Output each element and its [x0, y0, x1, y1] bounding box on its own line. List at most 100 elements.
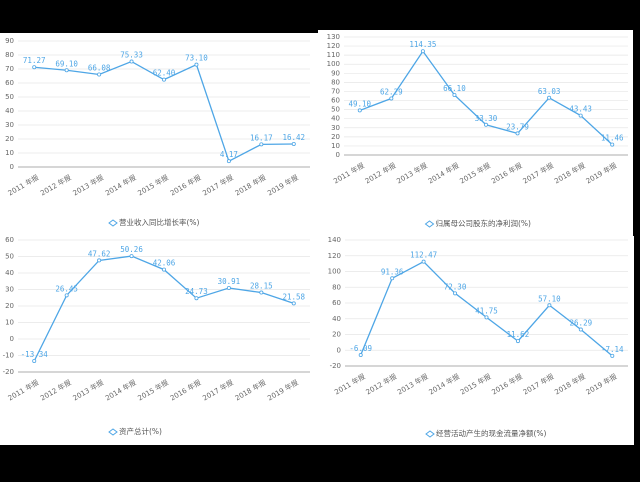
data-label: 23.79: [506, 122, 529, 131]
data-point: [578, 327, 583, 332]
data-point: [161, 77, 166, 82]
y-tick-label: 80: [332, 283, 341, 291]
data-label: 16.42: [282, 133, 305, 142]
y-tick-label: 10: [5, 149, 14, 157]
y-tick-label: 30: [5, 286, 14, 294]
data-label: 66.10: [443, 84, 466, 93]
legend-label: 经营活动产生的现金流量净额(%): [436, 428, 547, 438]
data-label: 30.91: [218, 277, 241, 286]
data-label: 11.46: [601, 134, 624, 143]
y-tick-label: 10: [5, 319, 14, 327]
data-point: [421, 259, 426, 264]
y-tick-label: 40: [331, 115, 340, 123]
y-tick-label: 120: [328, 252, 341, 260]
y-tick-label: 130: [327, 33, 340, 41]
data-label: 41.75: [475, 306, 498, 315]
data-label: 16.17: [250, 133, 273, 142]
y-tick-label: 100: [328, 268, 341, 276]
data-label: 91.36: [381, 267, 404, 276]
data-point: [484, 315, 489, 320]
chart-panel: [0, 236, 318, 445]
data-point: [129, 254, 134, 259]
data-point: [610, 353, 615, 358]
data-label: 114.35: [409, 40, 436, 49]
data-point: [64, 68, 69, 73]
legend-label: 资产总计(%): [119, 426, 162, 436]
data-point: [291, 301, 296, 306]
data-point: [194, 62, 199, 67]
y-tick-label: 40: [5, 269, 14, 277]
data-label: 112.47: [410, 251, 437, 260]
y-tick-label: 60: [332, 299, 341, 307]
data-label: 43.43: [569, 105, 592, 114]
data-point: [64, 293, 69, 298]
data-point: [578, 113, 583, 118]
y-tick-label: 60: [5, 79, 14, 87]
legend-icon: [424, 220, 435, 228]
data-label: 11.62: [507, 330, 530, 339]
data-point: [358, 353, 363, 358]
y-tick-label: 0: [336, 151, 340, 159]
y-tick-label: 20: [5, 302, 14, 310]
y-tick-label: 70: [5, 65, 14, 73]
y-tick-label: 90: [5, 37, 14, 45]
legend-icon: [108, 428, 118, 436]
data-label: -7.14: [601, 345, 624, 354]
y-tick-label: 70: [331, 87, 340, 95]
y-tick-label: 60: [331, 97, 340, 105]
data-point: [97, 258, 102, 263]
data-label: 57.10: [538, 294, 561, 303]
data-point: [483, 122, 488, 127]
data-point: [194, 296, 199, 301]
data-label: -6.09: [349, 344, 372, 353]
data-label: 71.27: [23, 56, 46, 65]
legend-icon: [425, 430, 435, 438]
data-point: [226, 285, 231, 290]
y-tick-label: 50: [5, 253, 14, 261]
data-point: [357, 108, 362, 113]
y-tick-label: -10: [3, 352, 14, 360]
data-point: [547, 95, 552, 100]
data-point: [161, 267, 166, 272]
data-point: [452, 93, 457, 98]
chart-panel: [318, 236, 634, 445]
data-point: [259, 290, 264, 295]
data-point: [259, 142, 264, 147]
y-tick-label: 20: [331, 133, 340, 141]
y-tick-label: 20: [5, 135, 14, 143]
y-tick-label: 80: [5, 51, 14, 59]
data-point: [32, 359, 37, 364]
y-tick-label: 90: [331, 69, 340, 77]
data-label: 66.08: [88, 63, 111, 72]
y-tick-label: 30: [5, 121, 14, 129]
data-label: 62.29: [380, 87, 403, 96]
y-tick-label: 40: [5, 107, 14, 115]
data-label: 28.15: [250, 282, 273, 291]
y-tick-label: 120: [327, 42, 340, 50]
data-label: 4.17: [220, 150, 238, 159]
y-tick-label: 10: [331, 142, 340, 150]
data-point: [515, 131, 520, 136]
y-tick-label: 0: [10, 335, 14, 343]
data-label: 47.62: [88, 249, 111, 258]
y-tick-label: -20: [3, 368, 14, 376]
data-point: [389, 96, 394, 101]
y-tick-label: 50: [5, 93, 14, 101]
data-point: [420, 49, 425, 54]
data-label: 42.06: [153, 259, 176, 268]
y-tick-label: 30: [331, 124, 340, 132]
y-tick-label: 80: [331, 78, 340, 86]
y-tick-label: 0: [10, 163, 14, 171]
chart-panel: [318, 30, 633, 237]
data-label: 26.29: [570, 319, 593, 328]
data-label: 49.10: [348, 99, 371, 108]
data-label: 73.10: [185, 54, 208, 63]
data-label: 24.73: [185, 287, 208, 296]
data-point: [547, 303, 552, 308]
data-label: 50.26: [120, 245, 143, 254]
data-label: 62.40: [153, 69, 176, 78]
data-point: [390, 276, 395, 281]
y-tick-label: 0: [337, 346, 341, 354]
data-label: 26.45: [55, 284, 78, 293]
